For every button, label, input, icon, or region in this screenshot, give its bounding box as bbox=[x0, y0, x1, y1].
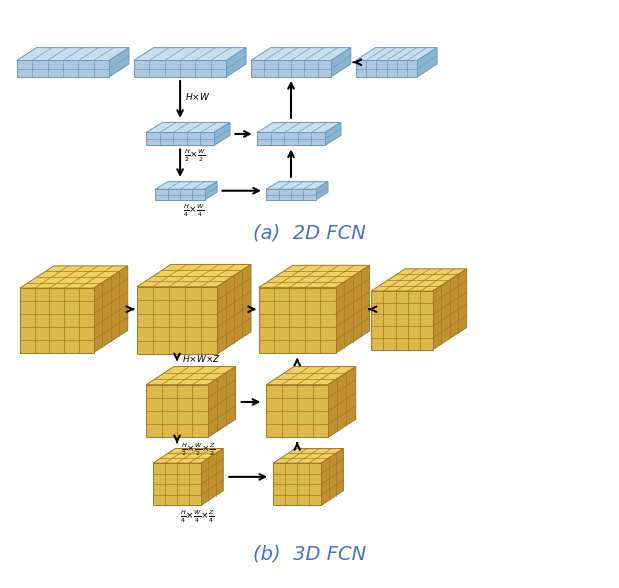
Text: $\frac{H}{4}$$\times$$\frac{W}{4}$$\times$$\frac{Z}{4}$: $\frac{H}{4}$$\times$$\frac{W}{4}$$\time… bbox=[180, 509, 215, 526]
Polygon shape bbox=[266, 189, 316, 200]
Polygon shape bbox=[20, 266, 128, 288]
Polygon shape bbox=[257, 122, 341, 132]
Text: $\frac{H}{2}$$\times$$\frac{W}{2}$: $\frac{H}{2}$$\times$$\frac{W}{2}$ bbox=[184, 148, 206, 164]
Polygon shape bbox=[94, 266, 128, 353]
Text: (a)  2D FCN: (a) 2D FCN bbox=[253, 223, 366, 242]
Polygon shape bbox=[146, 122, 230, 132]
Polygon shape bbox=[316, 182, 328, 200]
Polygon shape bbox=[321, 449, 344, 505]
Polygon shape bbox=[356, 61, 417, 77]
Text: $H$$\times$$W$$\times$$Z$: $H$$\times$$W$$\times$$Z$ bbox=[182, 353, 221, 364]
Polygon shape bbox=[155, 182, 217, 189]
Polygon shape bbox=[331, 48, 351, 77]
Polygon shape bbox=[335, 265, 370, 353]
Polygon shape bbox=[371, 291, 433, 350]
Text: $\frac{H}{4}$$\times$$\frac{W}{4}$: $\frac{H}{4}$$\times$$\frac{W}{4}$ bbox=[183, 202, 204, 219]
Polygon shape bbox=[325, 122, 341, 145]
Polygon shape bbox=[217, 265, 251, 354]
Polygon shape bbox=[259, 288, 335, 353]
Polygon shape bbox=[266, 366, 356, 385]
Polygon shape bbox=[17, 48, 129, 61]
Polygon shape bbox=[371, 269, 467, 291]
Polygon shape bbox=[17, 61, 109, 77]
Polygon shape bbox=[251, 61, 331, 77]
Polygon shape bbox=[356, 48, 437, 61]
Polygon shape bbox=[153, 463, 201, 505]
Polygon shape bbox=[266, 182, 328, 189]
Polygon shape bbox=[137, 265, 251, 287]
Polygon shape bbox=[134, 61, 227, 77]
Polygon shape bbox=[214, 122, 230, 145]
Polygon shape bbox=[146, 132, 214, 145]
Polygon shape bbox=[146, 385, 208, 437]
Polygon shape bbox=[417, 48, 437, 77]
Text: $H$$\times$$W$: $H$$\times$$W$ bbox=[185, 91, 210, 102]
Polygon shape bbox=[257, 132, 325, 145]
Polygon shape bbox=[328, 366, 356, 437]
Polygon shape bbox=[227, 48, 246, 77]
Polygon shape bbox=[266, 385, 328, 437]
Polygon shape bbox=[146, 366, 236, 385]
Polygon shape bbox=[433, 269, 467, 350]
Polygon shape bbox=[205, 182, 217, 200]
Text: (b)  3D FCN: (b) 3D FCN bbox=[253, 545, 366, 564]
Polygon shape bbox=[153, 449, 223, 463]
Polygon shape bbox=[259, 265, 370, 288]
Polygon shape bbox=[109, 48, 129, 77]
Polygon shape bbox=[273, 463, 321, 505]
Polygon shape bbox=[251, 48, 351, 61]
Polygon shape bbox=[137, 287, 217, 354]
Polygon shape bbox=[208, 366, 236, 437]
Polygon shape bbox=[273, 449, 344, 463]
Polygon shape bbox=[20, 288, 94, 353]
Polygon shape bbox=[134, 48, 246, 61]
Polygon shape bbox=[155, 189, 205, 200]
Polygon shape bbox=[201, 449, 223, 505]
Text: $\frac{H}{2}$$\times$$\frac{W}{2}$$\times$$\frac{Z}{2}$: $\frac{H}{2}$$\times$$\frac{W}{2}$$\time… bbox=[181, 441, 215, 457]
